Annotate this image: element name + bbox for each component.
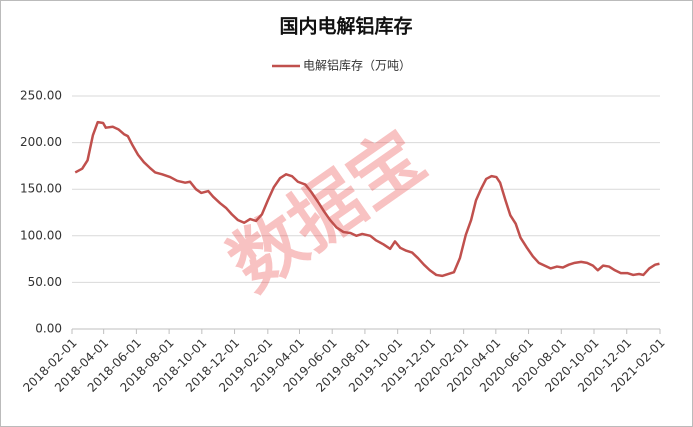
y-tick-label: 250.00 (20, 89, 62, 103)
y-tick-label: 200.00 (20, 135, 62, 149)
y-tick-label: 50.00 (28, 275, 62, 289)
y-tick-label: 100.00 (20, 228, 62, 242)
y-tick-label: 150.00 (20, 182, 62, 196)
y-tick-label: 0.00 (35, 322, 62, 336)
chart-title: 国内电解铝库存 (279, 15, 412, 38)
data-line (74, 120, 660, 278)
legend-text: 电解铝库存（万吨） (303, 58, 411, 73)
